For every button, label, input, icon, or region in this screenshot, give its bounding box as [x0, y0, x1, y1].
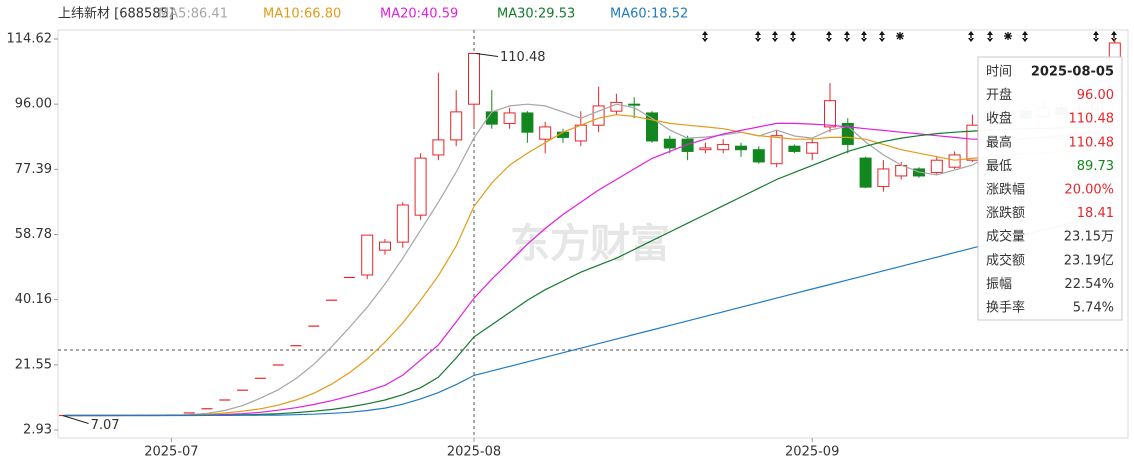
ma-line — [64, 103, 1115, 417]
candle-body — [628, 103, 641, 106]
x-tick-label: 2025-07 — [144, 445, 198, 460]
candle-body — [396, 204, 409, 243]
chart-title: 上纬新材 [688585] — [58, 6, 174, 22]
tooltip-label: 收盘 — [986, 111, 1012, 127]
annotation-line — [62, 415, 89, 424]
watermark: 东方财富 — [510, 221, 670, 267]
candle-body — [717, 143, 730, 151]
annotation-line — [475, 52, 499, 57]
candle-body — [663, 138, 676, 149]
candle-body — [592, 105, 605, 126]
tooltip-value: 23.19亿 — [1064, 253, 1114, 268]
tooltip-value: 89.73 — [1077, 159, 1114, 174]
candle-body — [806, 142, 819, 154]
candle-body — [752, 149, 765, 163]
event-marker — [1093, 31, 1099, 42]
tooltip-label: 最低 — [986, 159, 1012, 174]
annotation-low: 7.07 — [91, 418, 120, 433]
event-marker — [1111, 31, 1117, 42]
candle-body — [770, 135, 783, 165]
tooltip-value: 5.74% — [1073, 301, 1114, 316]
tooltip-value: 23.15万 — [1064, 230, 1114, 245]
event-marker — [702, 31, 708, 42]
candle-body — [681, 138, 694, 152]
annotation-high: 110.48 — [500, 50, 546, 65]
event-marker — [844, 31, 850, 42]
event-marker — [987, 31, 993, 42]
candle-body — [503, 112, 516, 124]
y-tick-label: 96.00 — [15, 97, 52, 112]
tooltip: 时间 2025-08-05 开盘 96.00 收盘 110.48 最高 110.48 最低 89.… — [977, 56, 1123, 321]
candle-body — [859, 157, 872, 188]
ma-line — [64, 122, 1115, 417]
candle-body — [877, 168, 890, 187]
tooltip-label: 开盘 — [986, 87, 1012, 103]
candle-body — [574, 124, 587, 142]
candle-body — [788, 145, 801, 152]
tooltip-value: 22.54% — [1064, 277, 1114, 292]
candle-body — [699, 147, 712, 151]
ma-line — [64, 114, 1115, 417]
tooltip-label: 成交量 — [986, 229, 1025, 245]
x-tick-label: 2025-08 — [447, 445, 501, 460]
event-marker — [896, 32, 904, 40]
tooltip-label: 换手率 — [986, 300, 1025, 316]
candle-body — [735, 145, 747, 151]
candle-body — [361, 234, 374, 276]
tooltip-value: 18.41 — [1077, 206, 1114, 221]
event-marker — [1004, 32, 1012, 40]
candle-body — [379, 241, 391, 251]
tooltip-label: 时间 — [986, 65, 1012, 80]
tooltip-label: 振幅 — [986, 277, 1012, 292]
event-marker — [755, 31, 761, 42]
candle-body — [948, 154, 961, 168]
event-marker — [861, 31, 867, 42]
legend-entry: MA5:86.41 — [158, 7, 228, 22]
candle-body — [468, 52, 480, 105]
y-tick-label: 58.78 — [15, 227, 52, 242]
tooltip-value: 110.48 — [1069, 112, 1115, 127]
ma-line — [64, 126, 1115, 417]
candle-body — [930, 159, 943, 173]
tooltip-box — [977, 56, 1123, 321]
event-marker — [772, 31, 778, 42]
legend-entry: MA60:18.52 — [610, 7, 688, 22]
y-tick-label: 2.93 — [23, 423, 52, 438]
tooltip-label: 最高 — [986, 134, 1012, 150]
x-tick-label: 2025-09 — [785, 445, 839, 460]
candle-body — [539, 126, 552, 140]
event-marker — [826, 31, 832, 42]
candle-body — [824, 100, 836, 128]
event-marker — [790, 31, 796, 42]
ma-line — [64, 211, 1115, 417]
candle-body — [646, 112, 658, 142]
y-tick-label: 114.62 — [7, 32, 53, 47]
event-marker — [879, 31, 885, 42]
tooltip-value: 96.00 — [1077, 88, 1114, 103]
tooltip-label: 成交额 — [986, 252, 1025, 268]
tooltip-value: 110.48 — [1069, 135, 1115, 150]
candle-body — [841, 122, 854, 145]
legend-entry: MA10:66.80 — [263, 7, 341, 22]
candle-body — [414, 157, 427, 216]
tooltip-value: 2025-08-05 — [1031, 65, 1114, 80]
tooltip-label: 涨跌额 — [986, 205, 1025, 221]
y-tick-label: 40.16 — [15, 292, 52, 307]
y-tick-label: 21.55 — [15, 357, 52, 372]
tooltip-value: 20.00% — [1064, 183, 1114, 198]
legend-entry: MA20:40.59 — [380, 7, 458, 22]
candle-body — [432, 139, 445, 156]
event-marker — [968, 31, 974, 42]
candle-body — [521, 112, 534, 133]
legend-entry: MA30:29.53 — [497, 7, 575, 22]
event-marker — [1022, 31, 1028, 42]
y-tick-label: 77.39 — [15, 162, 52, 177]
tooltip-label: 涨跌幅 — [986, 182, 1025, 198]
candle-body — [450, 111, 463, 141]
